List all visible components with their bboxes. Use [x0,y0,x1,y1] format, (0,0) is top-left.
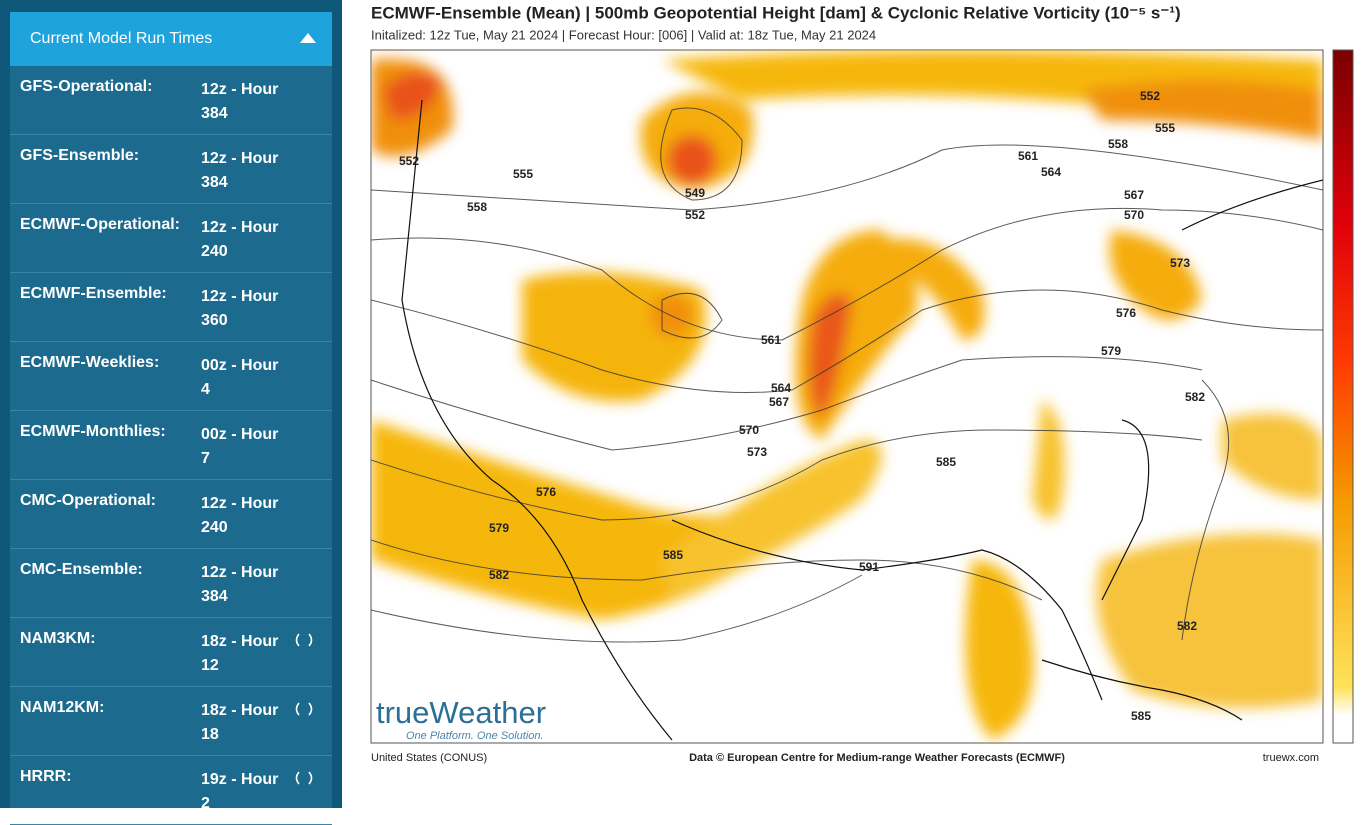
contour-label: 549 [685,186,705,200]
contour-label: 561 [761,333,781,347]
contour-label: 573 [1170,256,1190,270]
run-time: 12z - Hour 240 [201,219,279,260]
contour-label: 579 [1101,344,1121,358]
model-row[interactable]: GFS-Operational: 12z - Hour 384 [10,66,332,135]
panel-title: Current Model Run Times [30,30,213,47]
contour-label: 558 [467,200,487,214]
footer-right: truewx.com [1263,752,1319,764]
contour-label: 558 [1108,137,1128,151]
contour-label: 567 [1124,188,1144,202]
contour-label: 585 [936,455,956,469]
map-panel: ECMWF-Ensemble (Mean) | 500mb Geopotenti… [370,3,1354,764]
run-time: 18z - Hour 12 [201,633,279,674]
model-row[interactable]: ECMWF-Ensemble: 12z - Hour 360 [10,273,332,342]
footer-left: United States (CONUS) [371,752,487,764]
status-icon [295,771,313,785]
model-row[interactable]: CMC-Ensemble: 12z - Hour 384 [10,549,332,618]
model-row[interactable]: GFS-Ensemble: 12z - Hour 384 [10,135,332,204]
run-time: 12z - Hour 384 [201,150,279,191]
model-name: GFS-Ensemble: [20,147,140,164]
model-name: ECMWF-Monthlies: [20,423,166,440]
contour-label: 561 [1018,149,1038,163]
contour-label: 576 [1116,306,1136,320]
model-row[interactable]: ECMWF-Monthlies: 00z - Hour 7 [10,411,332,480]
contour-label: 567 [769,395,789,409]
status-icon [295,633,313,647]
contour-labels: 5525555585495525615645675705525555585735… [399,89,1205,723]
contour-label: 570 [739,423,759,437]
model-row[interactable]: NAM3KM: 18z - Hour 12 [10,618,332,687]
contour-label: 579 [489,521,509,535]
rows: GFS-Operational: 12z - Hour 384 GFS-Ensemb… [10,66,332,825]
model-name: GFS-Operational: [20,78,153,95]
run-time: 12z - Hour 240 [201,495,279,536]
run-time: 12z - Hour 384 [201,564,279,605]
contour-label: 582 [1177,619,1197,633]
sidebar: Current Model Run Times GFS-Operational:… [0,0,342,825]
status-icon [295,702,313,716]
model-row[interactable]: NAM12KM: 18z - Hour 18 [10,687,332,756]
model-name: ECMWF-Operational: [20,216,180,233]
contour-label: 552 [399,154,419,168]
model-name: HRRR: [20,768,72,785]
panel-header[interactable]: Current Model Run Times [10,12,332,66]
run-time: 12z - Hour 360 [201,288,279,329]
contour-label: 555 [1155,121,1175,135]
model-row[interactable]: ECMWF-Operational: 12z - Hour 240 [10,204,332,273]
model-row[interactable]: ECMWF-Weeklies: 00z - Hour 4 [10,342,332,411]
contour-label: 582 [1185,390,1205,404]
run-time: 18z - Hour 18 [201,702,279,743]
footer-center: Data © European Centre for Medium-range … [689,752,1065,764]
model-name: CMC-Operational: [20,492,156,509]
map-title: ECMWF-Ensemble (Mean) | 500mb Geopotenti… [371,3,1181,22]
contour-label: 576 [536,485,556,499]
color-bar [1332,49,1354,744]
model-name: NAM12KM: [20,699,105,716]
map-subtitle: Initalized: 12z Tue, May 21 2024 | Forec… [371,27,876,42]
contour-label: 552 [1140,89,1160,103]
map-field: 5525555585495525615645675705525555585735… [371,50,1323,742]
logo: trueWeather [376,695,546,730]
model-name: ECMWF-Weeklies: [20,354,160,371]
run-time: 19z - Hour 2 [201,771,279,812]
run-time: 00z - Hour 4 [201,357,279,398]
contour-label: 573 [747,445,767,459]
model-name: CMC-Ensemble: [20,561,143,578]
run-times-panel: Current Model Run Times GFS-Operational:… [10,12,332,825]
model-row[interactable]: CMC-Operational: 12z - Hour 240 [10,480,332,549]
contour-label: 564 [771,381,791,395]
contour-label: 564 [1041,165,1061,179]
model-row[interactable]: HRRR: 19z - Hour 2 [10,756,332,825]
run-time: 00z - Hour 7 [201,426,279,467]
model-name: ECMWF-Ensemble: [20,285,167,302]
contour-label: 585 [1131,709,1151,723]
contour-label: 591 [859,560,879,574]
contour-label: 555 [513,167,533,181]
contour-label: 585 [663,548,683,562]
collapse-icon [300,33,316,43]
model-name: NAM3KM: [20,630,96,647]
logo-tagline: One Platform. One Solution. [406,730,544,742]
contour-label: 582 [489,568,509,582]
contour-label: 570 [1124,208,1144,222]
run-time: 12z - Hour 384 [201,81,279,122]
contour-label: 552 [685,208,705,222]
